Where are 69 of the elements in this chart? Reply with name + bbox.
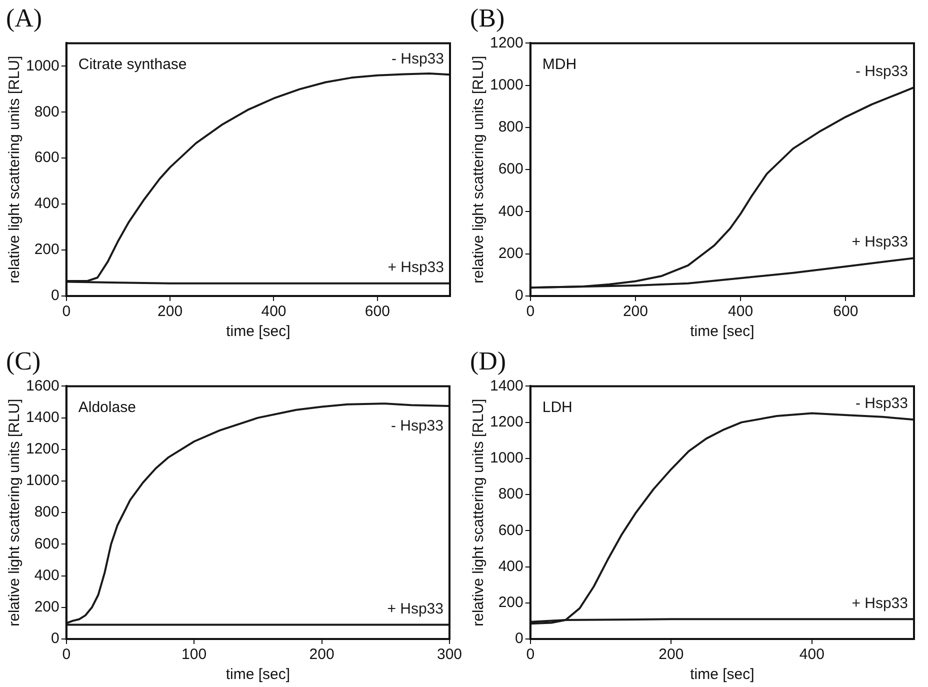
x-axis-title: time [sec]	[690, 666, 754, 684]
y-tick-label: 0	[51, 630, 60, 648]
x-tick-label: 0	[526, 303, 535, 320]
annotation: MDH	[542, 56, 577, 73]
y-tick-label: 0	[515, 287, 524, 304]
y-tick-label: 600	[498, 160, 524, 178]
x-tick-label: 400	[799, 646, 824, 664]
x-axis-title: time [sec]	[226, 323, 290, 340]
y-axis-title: relative light scattering units [RLU]	[6, 398, 24, 626]
series-label: + Hsp33	[852, 594, 908, 612]
annotation: LDH	[542, 398, 572, 416]
y-tick-label: 1400	[26, 408, 60, 426]
y-tick-label: 400	[498, 558, 524, 575]
y-tick-label: 1000	[26, 472, 60, 490]
y-tick-label: 0	[515, 630, 524, 648]
y-tick-label: 800	[498, 118, 524, 136]
series-label: + Hsp33	[852, 234, 908, 251]
y-tick-label: 800	[34, 103, 60, 120]
series-label: - Hsp33	[855, 395, 908, 412]
y-axis-title: relative light scattering units [RLU]	[470, 398, 488, 626]
chart-title: (A)	[6, 3, 42, 32]
chart-title: (C)	[6, 346, 41, 376]
x-axis-title: time [sec]	[226, 666, 290, 684]
y-tick-label: 600	[34, 149, 60, 166]
series-label: + Hsp33	[387, 600, 444, 618]
y-tick-label: 200	[498, 245, 524, 262]
y-tick-label: 1200	[26, 440, 60, 458]
y-tick-label: 200	[34, 241, 60, 258]
x-tick-label: 400	[261, 303, 286, 320]
x-tick-label: 0	[526, 646, 535, 664]
x-tick-label: 200	[309, 646, 334, 664]
y-tick-label: 400	[498, 202, 524, 220]
series-label: - Hsp33	[390, 418, 444, 435]
y-tick-label: 800	[34, 504, 60, 521]
x-tick-label: 400	[728, 303, 754, 320]
y-tick-label: 200	[34, 598, 60, 616]
y-tick-label: 1000	[490, 76, 524, 94]
annotation: Aldolase	[78, 398, 136, 416]
y-tick-label: 200	[498, 594, 524, 612]
x-axis-title: time [sec]	[690, 323, 754, 340]
y-tick-label: 1400	[490, 377, 524, 394]
x-tick-label: 100	[182, 646, 207, 664]
x-tick-label: 0	[62, 303, 71, 320]
chart-title: (D)	[470, 346, 506, 376]
annotation: Citrate synthase	[78, 56, 187, 73]
series-label: - Hsp33	[855, 63, 908, 80]
series-label: - Hsp33	[391, 50, 444, 68]
y-tick-label: 1200	[490, 34, 524, 52]
x-tick-label: 0	[62, 646, 71, 664]
y-tick-label: 0	[51, 287, 60, 304]
y-tick-label: 400	[34, 566, 60, 584]
y-tick-label: 1200	[490, 413, 524, 430]
x-tick-label: 300	[436, 646, 462, 664]
y-tick-label: 1000	[490, 450, 524, 467]
y-axis-title: relative light scattering units [RLU]	[6, 56, 24, 284]
chart-title: (B)	[470, 3, 505, 32]
y-tick-label: 1000	[26, 57, 60, 74]
series-label: + Hsp33	[388, 259, 444, 276]
y-tick-label: 400	[34, 195, 60, 212]
y-tick-label: 600	[34, 535, 60, 552]
y-axis-title: relative light scattering units [RLU]	[470, 56, 488, 284]
x-tick-label: 200	[658, 646, 684, 664]
x-tick-label: 600	[364, 303, 390, 320]
x-tick-label: 200	[158, 303, 183, 320]
y-tick-label: 800	[498, 486, 524, 503]
x-tick-label: 600	[833, 303, 858, 320]
x-tick-label: 200	[622, 303, 648, 320]
y-tick-label: 600	[498, 522, 524, 539]
y-tick-label: 1600	[26, 377, 60, 394]
